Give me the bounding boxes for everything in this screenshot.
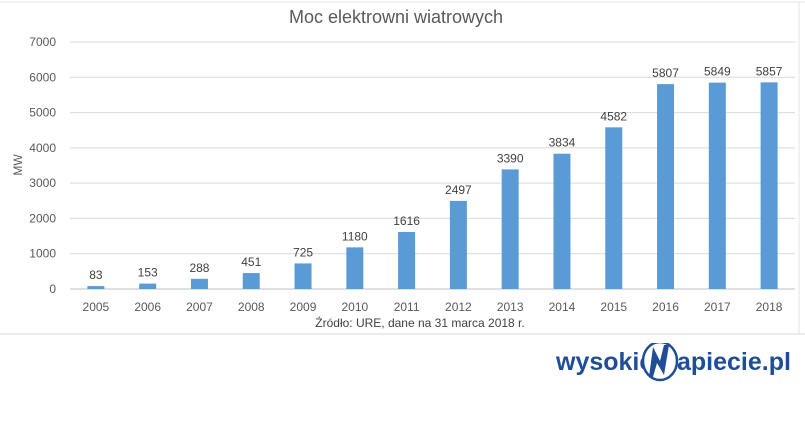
x-tick-label-2010: 2010 xyxy=(341,300,368,314)
data-label-2016: 5807 xyxy=(652,66,679,80)
data-label-2017: 5849 xyxy=(704,65,731,79)
data-label-2014: 3834 xyxy=(549,136,576,150)
bar-2014 xyxy=(553,153,571,289)
bar-2011 xyxy=(398,231,416,289)
bar-2017 xyxy=(708,82,726,289)
data-label-2013: 3390 xyxy=(497,151,524,165)
bars xyxy=(87,82,778,289)
y-tick-labels: 0 1000 2000 3000 4000 5000 6000 7000 xyxy=(29,35,56,296)
x-tick-label-2018: 2018 xyxy=(756,300,783,314)
y-axis-label: MW xyxy=(11,154,25,176)
x-tick-labels: 2005 2006 2007 2008 2009 2010 2011 2012 2013 2014… xyxy=(83,300,783,314)
x-tick-label-2006: 2006 xyxy=(134,300,161,314)
y-tick-label: 4000 xyxy=(29,141,56,155)
gridlines xyxy=(70,41,795,290)
y-tick-label: 7000 xyxy=(29,35,56,49)
y-tick-label: 5000 xyxy=(29,106,56,120)
logo-text-right: apiecie.pl xyxy=(677,348,791,376)
bar-2010 xyxy=(346,247,364,289)
y-tick-label: 1000 xyxy=(29,247,56,261)
x-tick-label-2007: 2007 xyxy=(186,300,213,314)
x-tick-label-2009: 2009 xyxy=(290,300,317,314)
x-tick-label-2012: 2012 xyxy=(445,300,472,314)
data-label-2011: 1616 xyxy=(393,214,420,228)
bar-2013 xyxy=(501,169,519,289)
data-labels: 83 153 288 451 725 1180 1616 2497 3390 3834 4582 58… xyxy=(89,64,783,282)
chart-title: Moc elektrowni wiatrowych xyxy=(289,7,503,27)
bar-2018 xyxy=(760,82,778,289)
x-tick-label-2017: 2017 xyxy=(704,300,731,314)
data-label-2010: 1180 xyxy=(342,229,368,243)
y-tick-label: 2000 xyxy=(29,211,56,225)
bar-2007 xyxy=(190,278,208,289)
x-tick-label-2011: 2011 xyxy=(394,300,420,314)
x-tick-label-2016: 2016 xyxy=(652,300,679,314)
x-tick-label-2015: 2015 xyxy=(600,300,627,314)
data-label-2018: 5857 xyxy=(756,64,783,78)
wysokienapiecie-logo: wysokie apiecie.pl xyxy=(556,343,791,382)
x-tick-label-2008: 2008 xyxy=(238,300,265,314)
source-note: Źródło: URE, dane na 31 marca 2018 r. xyxy=(315,315,524,330)
x-tick-label-2013: 2013 xyxy=(497,300,524,314)
lightning-n-icon xyxy=(641,343,679,382)
data-label-2006: 153 xyxy=(138,266,158,280)
y-tick-label: 6000 xyxy=(29,70,56,84)
bar-2012 xyxy=(449,200,467,289)
bar-2005 xyxy=(87,286,105,289)
data-label-2005: 83 xyxy=(89,268,103,282)
x-tick-label-2014: 2014 xyxy=(549,300,576,314)
data-label-2015: 4582 xyxy=(600,109,627,123)
data-label-2012: 2497 xyxy=(445,183,472,197)
data-label-2009: 725 xyxy=(293,245,313,259)
logo-text-left: wysokie xyxy=(556,348,653,376)
bar-2015 xyxy=(605,127,623,289)
x-tick-label-2005: 2005 xyxy=(83,300,110,314)
bar-2006 xyxy=(139,283,157,289)
bar-2008 xyxy=(242,273,260,289)
data-label-2008: 451 xyxy=(241,255,261,269)
bar-2016 xyxy=(657,84,675,289)
y-tick-label: 3000 xyxy=(29,176,56,190)
y-tick-label: 0 xyxy=(49,282,56,296)
data-label-2007: 288 xyxy=(189,261,209,275)
bar-2009 xyxy=(294,263,312,289)
